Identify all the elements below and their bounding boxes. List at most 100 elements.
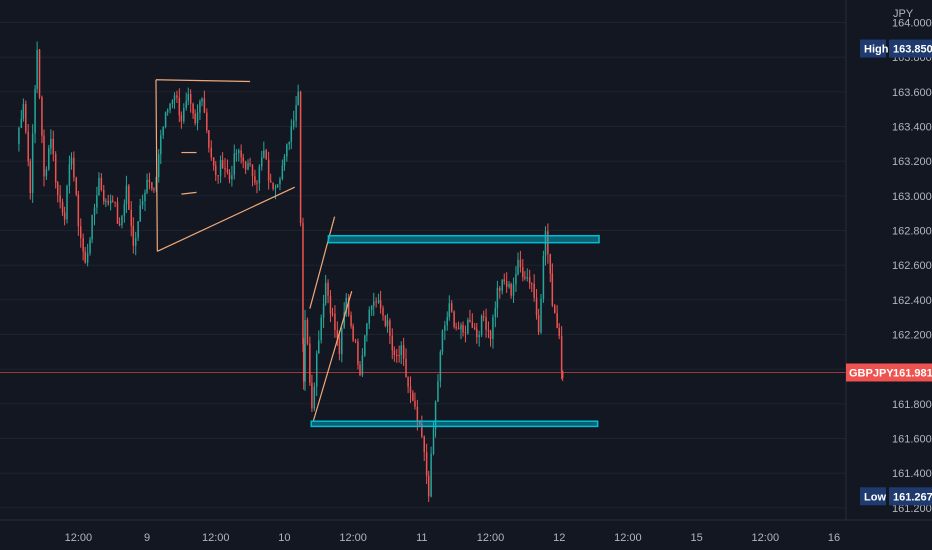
candle-body [370,305,373,310]
candle-body [73,157,75,178]
trend-line[interactable] [309,216,336,309]
candle-body [292,120,295,127]
candle-body [372,301,375,306]
horizontal-zone[interactable] [327,234,600,244]
candle-body [551,273,554,306]
candle-body [31,133,34,194]
tag-label-bg [860,39,886,58]
trend-line[interactable] [312,291,353,422]
candle-body [338,338,341,355]
candle-body [45,169,48,177]
price-tick-label: 163.400 [892,122,932,134]
candle-body [267,159,270,181]
candle-body [61,202,64,213]
candle-body [512,284,515,296]
candle-body [217,175,219,177]
candle-body [414,400,416,407]
horizontal-zone[interactable] [310,420,599,428]
candle-body [242,157,244,162]
candle-body [359,364,361,376]
candle-body [501,279,503,291]
candle-body [540,298,542,333]
candle-body [329,295,332,314]
price-tick-label: 163.000 [892,191,932,203]
candle-body [144,192,146,202]
high-price-tag: High 163.850 [860,39,932,58]
candle-body [318,340,320,354]
candle-body [556,313,558,328]
candle-body [524,277,526,279]
tag-label-bg [846,363,892,382]
candle-body [178,97,181,116]
candle-body [256,182,258,184]
candle-body [460,325,462,330]
trend-line[interactable] [181,191,197,195]
time-axis[interactable]: 12:00 9 12:00 10 12:00 11 12:00 12 12:00 15 12:00 1… [65,532,841,544]
candle-body [350,315,352,327]
time-tick-label: 12:00 [752,532,780,544]
candle-body [238,150,240,154]
candle-body [226,169,229,173]
time-tick-label: 12:00 [614,532,642,544]
candle-body [313,386,316,409]
candle-body [281,165,284,180]
time-tick-label: 12:00 [202,532,230,544]
candle-body [261,157,263,167]
candle-body [492,317,494,339]
candle-body [274,187,277,189]
candle-body [421,423,423,437]
candle-body [206,112,208,131]
candle-body [153,188,155,190]
tag-value: 163.850 [893,44,932,56]
candle-body [389,320,391,336]
candle-body [219,160,222,176]
price-tick-label: 161.400 [892,468,932,480]
candle-body [419,421,421,424]
candle-body [464,332,467,334]
candle-body [386,320,389,326]
price-axis[interactable]: 164.000 163.800 163.600 163.400 163.200 163.0… [892,18,932,515]
candle-body [432,429,435,454]
trend-line[interactable] [155,79,158,252]
tag-value-bg [889,487,932,506]
candle-body [68,164,71,186]
candle-body [52,138,55,155]
candle-body [302,223,304,345]
candle-body [109,200,112,204]
candle-body [377,300,380,303]
candle-body [29,161,32,194]
candle-body [515,274,517,285]
candle-body [160,135,162,155]
candle-body [180,115,183,122]
price-tick-label: 162.400 [892,295,932,307]
candle-body [439,351,442,382]
candle-body [77,194,80,227]
candle-body [38,49,41,98]
tag-label: GBPJPY [849,367,894,379]
candles[interactable] [18,41,564,502]
candle-body [20,118,23,128]
candle-body [311,382,313,409]
candle-body [208,130,210,148]
candle-body [63,212,66,220]
candle-body [434,401,437,430]
trend-line[interactable] [155,79,251,83]
candle-body [203,98,206,113]
candle-body [244,161,247,170]
candle-body [59,195,61,203]
candle-body [56,182,59,196]
candle-body [286,144,288,157]
candle-body [240,150,242,158]
candle-body [309,343,311,383]
candle-body [82,238,84,252]
time-tick-label: 12:00 [65,532,93,544]
candle-body [288,141,290,145]
trend-line[interactable] [157,186,295,252]
price-tick-label: 163.200 [892,156,932,168]
candle-body [542,255,545,299]
candle-body [343,312,345,328]
time-tick-label: 12 [553,532,565,544]
drawings[interactable] [155,79,600,428]
candle-body [166,109,169,113]
